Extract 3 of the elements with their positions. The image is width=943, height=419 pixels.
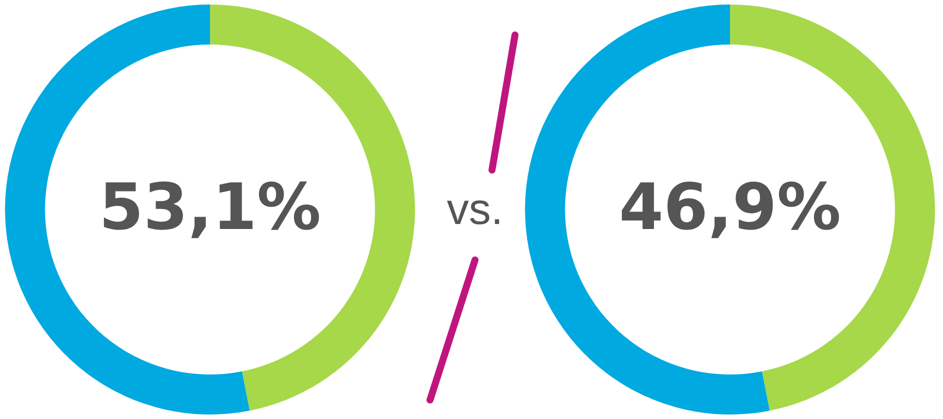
data-label: 46,9% (618, 171, 842, 245)
text: vs. (446, 185, 504, 235)
data-label: 53,1% (98, 171, 322, 245)
